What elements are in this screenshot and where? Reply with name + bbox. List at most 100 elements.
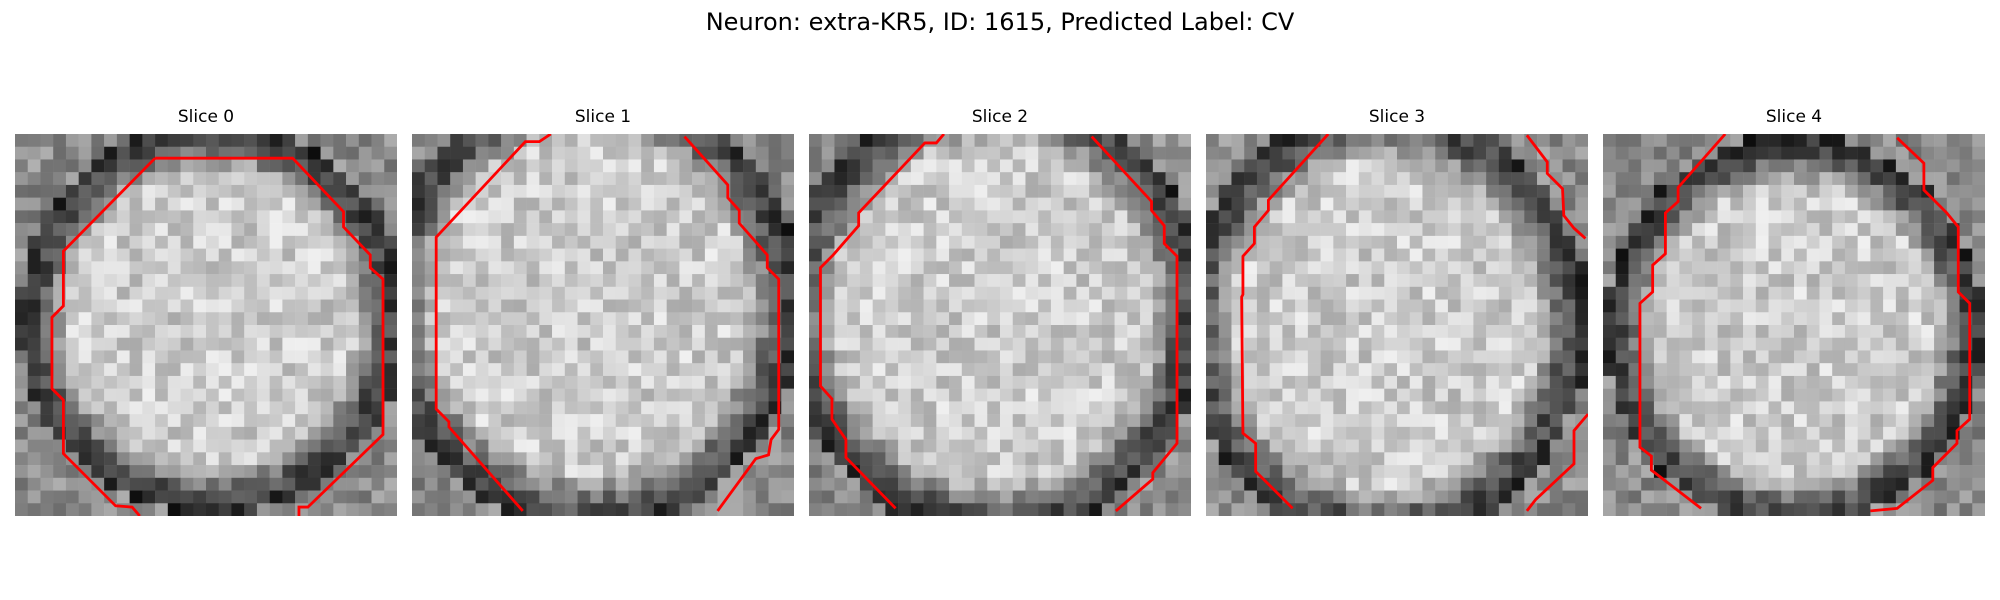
pixel (923, 223, 937, 237)
pixel (577, 235, 591, 249)
pixel (653, 286, 667, 300)
pixel (1819, 414, 1833, 428)
pixel (1282, 312, 1296, 326)
pixel (1603, 426, 1616, 440)
pixel (333, 299, 347, 313)
pixel (1244, 184, 1258, 198)
pixel (1972, 350, 1985, 364)
pixel (961, 134, 975, 147)
pixel (755, 274, 769, 288)
pixel (412, 426, 425, 440)
pixel (1460, 414, 1474, 428)
pixel (1012, 172, 1026, 186)
pixel (1895, 248, 1909, 262)
pixel (834, 490, 848, 504)
pixel (1794, 172, 1807, 186)
pixel (539, 350, 553, 364)
pixel (1628, 312, 1642, 326)
pixel (526, 172, 540, 186)
pixel (809, 452, 822, 466)
pixel (526, 184, 540, 198)
pixel (231, 388, 245, 402)
pixel (653, 426, 667, 440)
pixel (1844, 312, 1858, 326)
pixel (346, 134, 360, 147)
pixel (1358, 159, 1372, 173)
pixel (1371, 439, 1385, 453)
pixel (1178, 363, 1191, 377)
pixel (1409, 375, 1423, 389)
pixel (1832, 210, 1846, 224)
pixel (653, 325, 667, 338)
pixel (577, 159, 591, 173)
pixel (193, 184, 207, 198)
pixel (1206, 452, 1219, 466)
pixel (885, 184, 899, 198)
pixel (526, 299, 540, 313)
pixel (142, 465, 156, 479)
pixel (256, 184, 270, 198)
pixel (1794, 465, 1807, 479)
pixel (1244, 325, 1258, 338)
pixel (692, 375, 706, 389)
pixel (1908, 299, 1922, 313)
pixel (974, 223, 988, 237)
pixel (1794, 299, 1807, 313)
pixel (424, 235, 438, 249)
pixel (1615, 146, 1629, 160)
pixel (898, 274, 912, 288)
pixel (1473, 465, 1487, 479)
pixel (1397, 477, 1410, 491)
pixel (1384, 337, 1398, 351)
pixel (1870, 159, 1884, 173)
pixel (743, 248, 757, 262)
pixel (488, 146, 502, 160)
pixel (1870, 337, 1884, 351)
pixel (1140, 337, 1154, 351)
pixel (1844, 146, 1858, 160)
pixel (142, 363, 156, 377)
pixel (1794, 503, 1807, 516)
pixel (450, 452, 464, 466)
pixel (1704, 414, 1718, 428)
pixel (256, 325, 270, 338)
pixel (1409, 210, 1423, 224)
pixel (834, 223, 848, 237)
pixel (1934, 210, 1948, 224)
pixel (65, 184, 79, 198)
pixel (78, 350, 92, 364)
pixel (1781, 465, 1795, 479)
pixel (1511, 375, 1525, 389)
pixel (167, 184, 181, 198)
pixel (231, 172, 245, 186)
pixel (1628, 439, 1642, 453)
pixel (1282, 223, 1296, 237)
pixel (526, 261, 540, 275)
pixel (1857, 299, 1871, 313)
pixel (653, 235, 667, 249)
pixel (358, 490, 372, 504)
pixel (1218, 426, 1232, 440)
pixel (231, 286, 245, 300)
pixel (1972, 465, 1985, 479)
pixel (1012, 401, 1026, 415)
pixel (1206, 401, 1219, 415)
pixel (755, 401, 769, 415)
pixel (244, 235, 258, 249)
pixel (898, 401, 912, 415)
pixel (1717, 414, 1731, 428)
pixel (1679, 184, 1693, 198)
pixel (91, 197, 105, 211)
pixel (1346, 172, 1360, 186)
pixel (1755, 452, 1769, 466)
pixel (552, 388, 566, 402)
pixel (333, 146, 347, 160)
pixel (218, 452, 232, 466)
pixel (809, 503, 822, 516)
pixel (1397, 350, 1410, 364)
pixel (1524, 388, 1538, 402)
pixel (974, 274, 988, 288)
pixel (307, 248, 321, 262)
pixel (1704, 184, 1718, 198)
pixel (1883, 426, 1897, 440)
